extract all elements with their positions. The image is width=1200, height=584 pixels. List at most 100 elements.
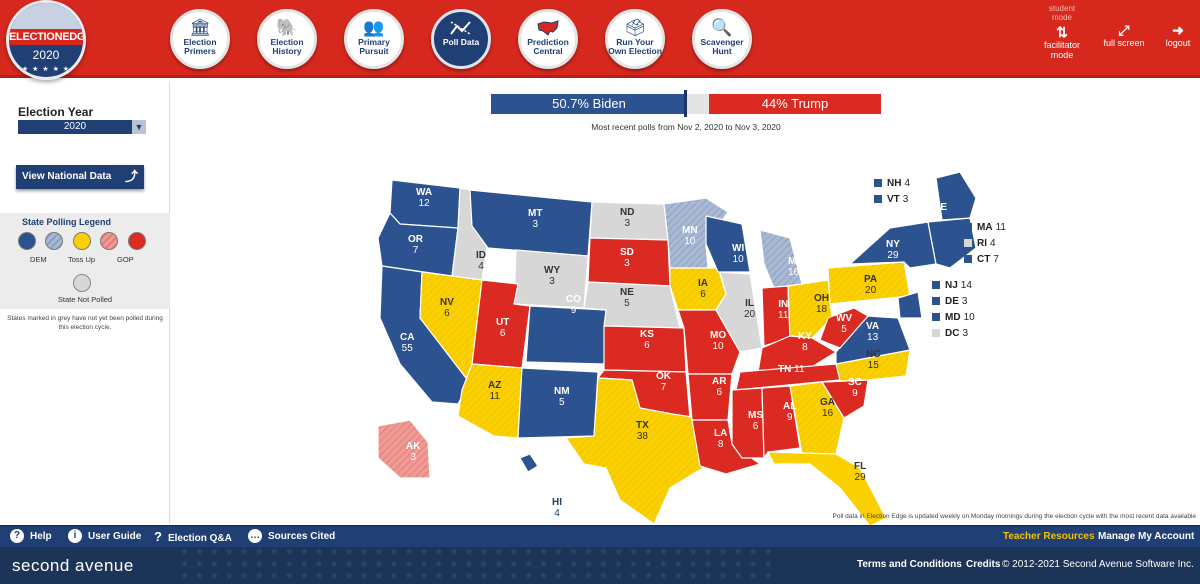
small-state-nh[interactable]: NH 4 — [874, 178, 910, 194]
state-mn[interactable] — [663, 197, 729, 269]
state-swatch — [932, 297, 940, 305]
view-national-data-label: View National Data — [22, 171, 112, 182]
view-national-data-button[interactable]: View National Data ⤴ — [16, 165, 144, 189]
nav-label: Poll Data — [442, 37, 480, 47]
legend-gop-label: GOP — [117, 255, 134, 264]
trend-chart-icon: ⤴ — [124, 169, 138, 184]
sources-cited-link[interactable]: … Sources Cited — [248, 529, 335, 545]
swap-arrows-icon: ⇅ — [1056, 24, 1068, 40]
small-state-ma[interactable]: MA 11 — [964, 222, 1006, 238]
small-state-vt[interactable]: VT 3 — [874, 194, 910, 210]
logout-button[interactable]: ➜ logout — [1160, 22, 1196, 48]
small-state-dc[interactable]: DC 3 — [932, 328, 975, 344]
people-icon: 👥 — [363, 18, 385, 37]
state-swatch — [874, 179, 882, 187]
state-ev: 3 — [902, 194, 909, 205]
manage-account-link[interactable]: Manage My Account — [1098, 531, 1195, 542]
state-ev: 10 — [963, 312, 975, 323]
state-ev: 14 — [960, 280, 972, 291]
legend-not-polled-label: State Not Polled — [57, 295, 113, 304]
full-screen-button[interactable]: ⤢ full screen — [1098, 22, 1150, 48]
state-oh[interactable] — [787, 279, 833, 339]
user-guide-link[interactable]: i User Guide — [68, 529, 141, 545]
small-state-ct[interactable]: CT 7 — [964, 254, 1006, 270]
state-ks[interactable] — [603, 325, 687, 373]
state-ga[interactable] — [789, 381, 845, 455]
state-wv[interactable] — [819, 307, 869, 349]
election-edge-logo[interactable]: ELECTIONEDGE 2020 ★ ★ ★ ★ ★ — [6, 0, 86, 80]
small-state-nj[interactable]: NJ 14 — [932, 280, 975, 296]
small-state-de[interactable]: DE 3 — [932, 296, 975, 312]
undecided-gap — [684, 90, 709, 117]
state-abbr: MD — [945, 312, 961, 323]
state-mi[interactable] — [759, 229, 803, 289]
state-abbr: MA — [977, 222, 993, 233]
state-ms[interactable] — [731, 387, 765, 459]
small-state-ri[interactable]: RI 4 — [964, 238, 1006, 254]
second-avenue-brand[interactable]: second avenue — [12, 556, 134, 575]
state-al[interactable] — [761, 385, 801, 460]
state-il[interactable] — [715, 271, 763, 353]
state-me[interactable] — [935, 171, 977, 221]
state-mt[interactable] — [469, 189, 593, 257]
state-ak[interactable] — [377, 419, 431, 479]
nav-label: Election Primers — [183, 37, 217, 56]
nav-election-primers[interactable]: 🏛 Election Primers — [170, 9, 230, 69]
logo-stars-icon: ★ ★ ★ ★ ★ — [21, 66, 71, 73]
chart-icon — [449, 19, 473, 37]
nav-label: Primary Pursuit — [358, 37, 390, 56]
update-note: Poll data in Election Edge is updated we… — [832, 513, 1197, 520]
small-state-md[interactable]: MD 10 — [932, 312, 975, 328]
state-nd[interactable] — [589, 201, 669, 241]
student-mode-label[interactable]: student mode — [1048, 4, 1076, 22]
nav-label: Election History — [270, 37, 304, 56]
state-in[interactable] — [761, 285, 791, 347]
state-hi[interactable] — [519, 453, 539, 473]
credits-link[interactable]: Credits — [966, 559, 1001, 570]
nav-prediction-central[interactable]: Prediction Central — [518, 9, 578, 69]
teacher-resources-link[interactable]: Teacher Resources — [1003, 531, 1095, 542]
nav-run-your-own-election[interactable]: 🗳 Run Your Own Election — [605, 9, 665, 69]
help-link[interactable]: ? Help — [10, 529, 52, 545]
state-ia[interactable] — [669, 267, 727, 311]
state-az[interactable] — [457, 363, 523, 439]
logo-stripe — [9, 29, 83, 45]
state-nm[interactable] — [517, 367, 599, 439]
state-co[interactable] — [525, 305, 607, 365]
state-polling-legend: State Polling Legend DEM Toss Up GOP Sta… — [0, 213, 170, 309]
state-ev: 3 — [961, 296, 968, 307]
state-wa[interactable] — [389, 179, 461, 229]
state-ny[interactable] — [848, 221, 937, 269]
nav-election-history[interactable]: 🐘 Election History — [257, 9, 317, 69]
help-label: Help — [30, 531, 52, 542]
nav-primary-pursuit[interactable]: 👥 Primary Pursuit — [344, 9, 404, 69]
state-tx[interactable] — [564, 377, 707, 525]
copyright-text: © 2012-2021 Second Avenue Software Inc. — [1002, 559, 1194, 570]
election-year-label: Election Year — [18, 105, 94, 119]
nav-scavenger-hunt[interactable]: 🔍 Scavenger Hunt — [692, 9, 752, 69]
state-md-nj-de[interactable] — [897, 291, 923, 319]
state-swatch — [964, 239, 972, 247]
terms-link[interactable]: Terms and Conditions — [857, 559, 962, 570]
election-qa-link[interactable]: ? Election Q&A — [154, 529, 232, 545]
sources-cited-label: Sources Cited — [268, 531, 336, 542]
info-icon: i — [68, 529, 82, 543]
state-sd[interactable] — [587, 237, 671, 287]
poll-date-note: Most recent polls from Nov 2, 2020 to No… — [591, 122, 781, 132]
state-ar[interactable] — [687, 373, 733, 421]
state-abbr: NJ — [945, 280, 958, 291]
facilitator-mode-button[interactable]: ⇅ facilitator mode — [1040, 24, 1084, 60]
state-wy[interactable] — [513, 249, 589, 309]
state-wi[interactable] — [705, 215, 751, 273]
legend-dem-label: DEM — [30, 255, 47, 264]
state-swatch — [932, 329, 940, 337]
state-abbr: DE — [945, 296, 959, 307]
state-swatch — [964, 255, 972, 263]
election-year-select[interactable]: 2020 ▼ — [18, 120, 146, 134]
chevron-down-icon[interactable]: ▼ — [132, 120, 146, 134]
nav-poll-data[interactable]: Poll Data — [431, 9, 491, 69]
nav-label: Run Your Own Election — [608, 37, 662, 56]
state-la[interactable] — [691, 419, 762, 475]
state-ev: 4 — [904, 178, 911, 189]
legend-gop-swatch — [128, 232, 146, 250]
